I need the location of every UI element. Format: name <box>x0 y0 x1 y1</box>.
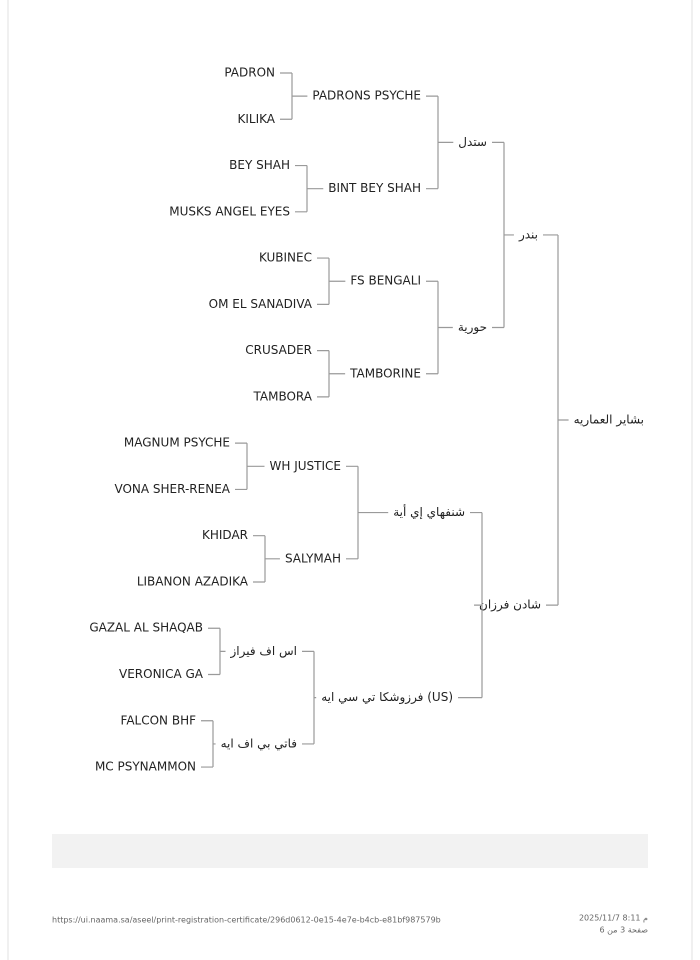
connector <box>280 72 308 120</box>
footer-band <box>52 834 648 868</box>
ancestor: شادن فرزان <box>479 598 541 613</box>
connector <box>317 350 346 398</box>
ancestor: ستدل <box>458 135 487 149</box>
ancestor: FS BENGALI <box>350 274 421 288</box>
connector <box>346 465 389 560</box>
connector <box>458 511 483 699</box>
connector <box>492 141 514 329</box>
connector <box>317 257 346 305</box>
footer-url: https://ui.naama.sa/aseel/print-registra… <box>52 916 441 925</box>
ancestor-leaf: FALCON BHF <box>121 713 197 727</box>
ancestor: بشاير العماريه <box>574 413 644 428</box>
ancestor: شنفهاي إي أية <box>393 504 465 519</box>
pedigree-tree: PADRON KILIKA PADRONS PSYCHE BEY SHAH MUSKS … <box>89 66 644 774</box>
connector <box>208 627 226 676</box>
ancestor-leaf: VONA SHER-RENEA <box>114 482 230 496</box>
ancestor: بندر <box>518 227 538 242</box>
ancestor-leaf: OM EL SANADIVA <box>209 297 313 311</box>
ancestor-leaf: CRUSADER <box>245 343 312 357</box>
connector <box>426 95 454 190</box>
connector <box>426 280 453 375</box>
connector <box>253 535 280 583</box>
ancestor: TAMBORINE <box>349 366 421 380</box>
ancestor-leaf: KILIKA <box>238 112 276 126</box>
footer-datetime: 2025/11/7 8:11 م <box>579 914 648 923</box>
ancestor: SALYMAH <box>285 551 341 565</box>
ancestor-leaf: KUBINEC <box>259 251 312 265</box>
ancestor: اس اف فيراز <box>230 644 298 659</box>
ancestor: فاتي بي اف ايه <box>221 736 297 750</box>
connector <box>295 164 324 213</box>
ancestor-leaf: VERONICA GA <box>119 667 204 681</box>
connector <box>543 234 569 606</box>
connector <box>235 442 265 491</box>
ancestor-leaf: MAGNUM PSYCHE <box>124 436 230 450</box>
ancestor-leaf: MUSKS ANGEL EYES <box>169 204 290 218</box>
connector <box>302 650 317 745</box>
ancestor: WH JUSTICE <box>270 459 341 473</box>
ancestor: فرزوشكا تي سي ايه (US) <box>321 690 453 705</box>
ancestor: PADRONS PSYCHE <box>312 89 421 103</box>
connector <box>201 720 216 768</box>
ancestor-leaf: TAMBORA <box>253 389 313 403</box>
footer-page: صفحة 3 من 6 <box>600 926 649 935</box>
ancestor: حورية <box>458 320 487 335</box>
ancestor: BINT BEY SHAH <box>328 181 421 195</box>
ancestor-leaf: KHIDAR <box>202 528 248 542</box>
ancestor-leaf: MC PSYNAMMON <box>95 760 196 774</box>
ancestor-leaf: GAZAL AL SHAQAB <box>89 621 203 635</box>
ancestor-leaf: BEY SHAH <box>229 158 290 172</box>
ancestor-leaf: LIBANON AZADIKA <box>137 574 249 588</box>
ancestor-leaf: PADRON <box>224 66 275 80</box>
